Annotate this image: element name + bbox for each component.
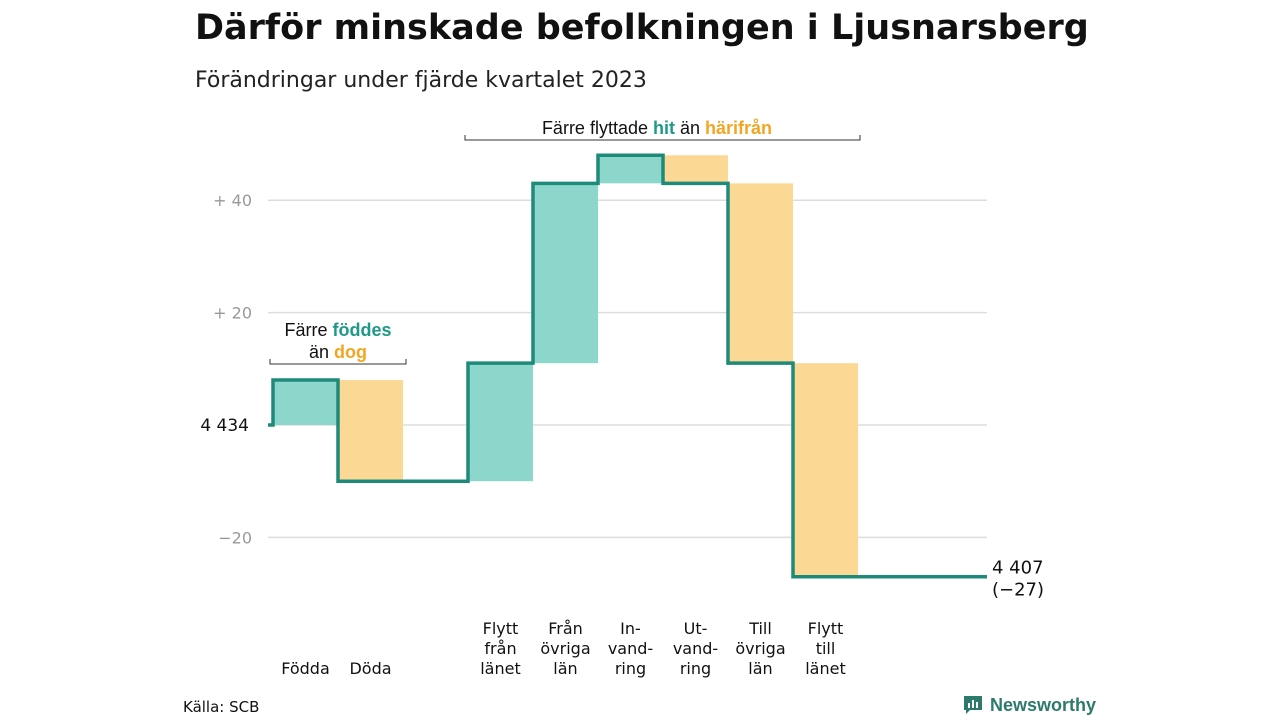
- annotation-bracket: [464, 135, 861, 141]
- category-label: Från: [548, 619, 583, 638]
- bar-increase: [533, 183, 598, 364]
- annotation-orange-text: härifrån: [705, 118, 772, 138]
- start-value-label: 4 434: [200, 416, 249, 436]
- category-label: län: [748, 659, 772, 678]
- annotation-dark-text: Färre flyttade: [542, 118, 653, 138]
- category-label: län: [553, 659, 577, 678]
- category-label: vand-: [608, 639, 653, 658]
- category-label: vand-: [673, 639, 718, 658]
- category-label: In-: [620, 619, 641, 638]
- annotation-dark-text: Färre: [284, 320, 332, 340]
- y-tick-label: + 20: [213, 304, 252, 323]
- bar-decrease: [338, 380, 403, 482]
- bar-decrease: [728, 183, 793, 364]
- category-label: Döda: [349, 659, 391, 678]
- category-label: länet: [480, 659, 521, 678]
- brand-name: Newsworthy: [990, 694, 1097, 715]
- category-label: Födda: [281, 659, 330, 678]
- annotation-teal-text: hit: [653, 118, 675, 138]
- annotation-text: Färre flyttade hit än härifrån: [542, 118, 772, 138]
- category-label: övriga: [735, 639, 785, 658]
- source-note: Källa: SCB: [183, 698, 260, 716]
- category-label: till: [816, 639, 836, 658]
- end-value-label: 4 407: [992, 558, 1044, 579]
- category-label: Flytt: [808, 619, 844, 638]
- category-label: ring: [615, 659, 646, 678]
- category-label: från: [484, 639, 516, 658]
- end-change-label: (−27): [992, 580, 1044, 601]
- annotation-bracket: [269, 359, 407, 365]
- category-label: Ut-: [684, 619, 708, 638]
- annotation-teal-text: föddes: [333, 320, 392, 340]
- bar-increase: [273, 380, 338, 425]
- chart-title: Därför minskade befolkningen i Ljusnarsb…: [195, 8, 1089, 48]
- category-label: övriga: [540, 639, 590, 658]
- y-tick-label: −20: [218, 528, 252, 547]
- bar-increase: [598, 155, 663, 184]
- annotation-dark-text: än: [309, 342, 334, 362]
- annotation-text: än dog: [309, 342, 367, 362]
- category-label: länet: [805, 659, 846, 678]
- chart-subtitle: Förändringar under fjärde kvartalet 2023: [195, 68, 647, 93]
- category-label: Till: [748, 619, 772, 638]
- annotation-orange-text: dog: [334, 342, 367, 362]
- y-tick-label: + 40: [213, 191, 252, 210]
- annotation-text: Färre föddes: [284, 320, 391, 340]
- category-label: Flytt: [483, 619, 519, 638]
- bar-decrease: [793, 363, 858, 577]
- category-label: ring: [680, 659, 711, 678]
- running-total-line: [268, 153, 987, 579]
- bar-increase: [468, 363, 533, 482]
- bar-chart-icon: [964, 696, 982, 714]
- annotation-dark-text: än: [675, 118, 705, 138]
- bar-decrease: [663, 155, 728, 184]
- brand-logo: Newsworthy: [962, 694, 1096, 716]
